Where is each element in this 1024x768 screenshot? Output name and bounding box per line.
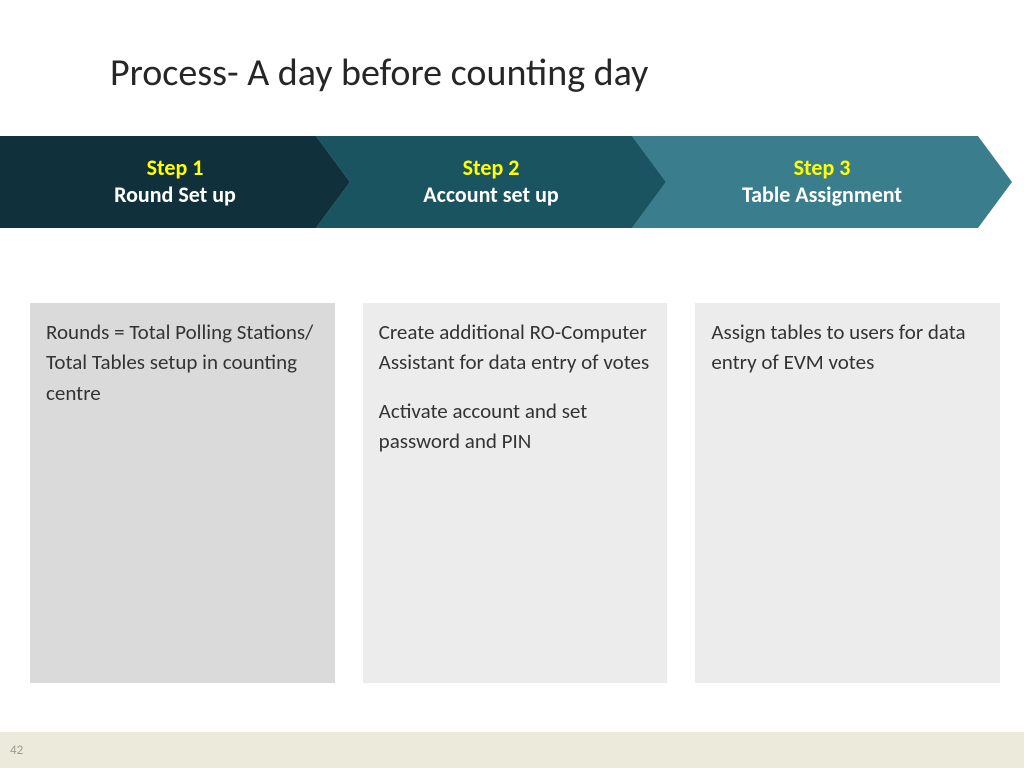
page-number: 42 [10,743,23,758]
footer-bar: 42 [0,732,1024,768]
step-1-label: Step 1 [114,155,236,181]
step-2-chevron: Step 2 Account set up [316,136,666,228]
step-1-name: Round Set up [114,181,236,210]
card-step-3: Assign tables to users for data entry of… [695,303,1000,683]
slide-title: Process- A day before counting day [110,50,648,96]
step-2-name: Account set up [423,181,558,210]
step-3-chevron: Step 3 Table Assignment [632,136,1012,228]
step-3-name: Table Assignment [742,181,902,210]
step-3-label: Step 3 [742,155,902,181]
card-step-1: Rounds = Total Polling Stations/ Total T… [30,303,335,683]
step-1-chevron: Step 1 Round Set up [0,136,350,228]
card-3-text: Assign tables to users for data entry of… [711,317,984,378]
process-arrow-row: Step 3 Table Assignment Step 2 Account s… [0,136,1024,228]
card-step-2: Create additional RO-Computer Assistant … [363,303,668,683]
card-1-text: Rounds = Total Polling Stations/ Total T… [46,317,319,408]
step-2-label: Step 2 [423,155,558,181]
card-2-text-2: Activate account and set password and PI… [379,396,652,457]
card-2-text-1: Create additional RO-Computer Assistant … [379,317,652,378]
description-cards: Rounds = Total Polling Stations/ Total T… [30,303,1000,683]
